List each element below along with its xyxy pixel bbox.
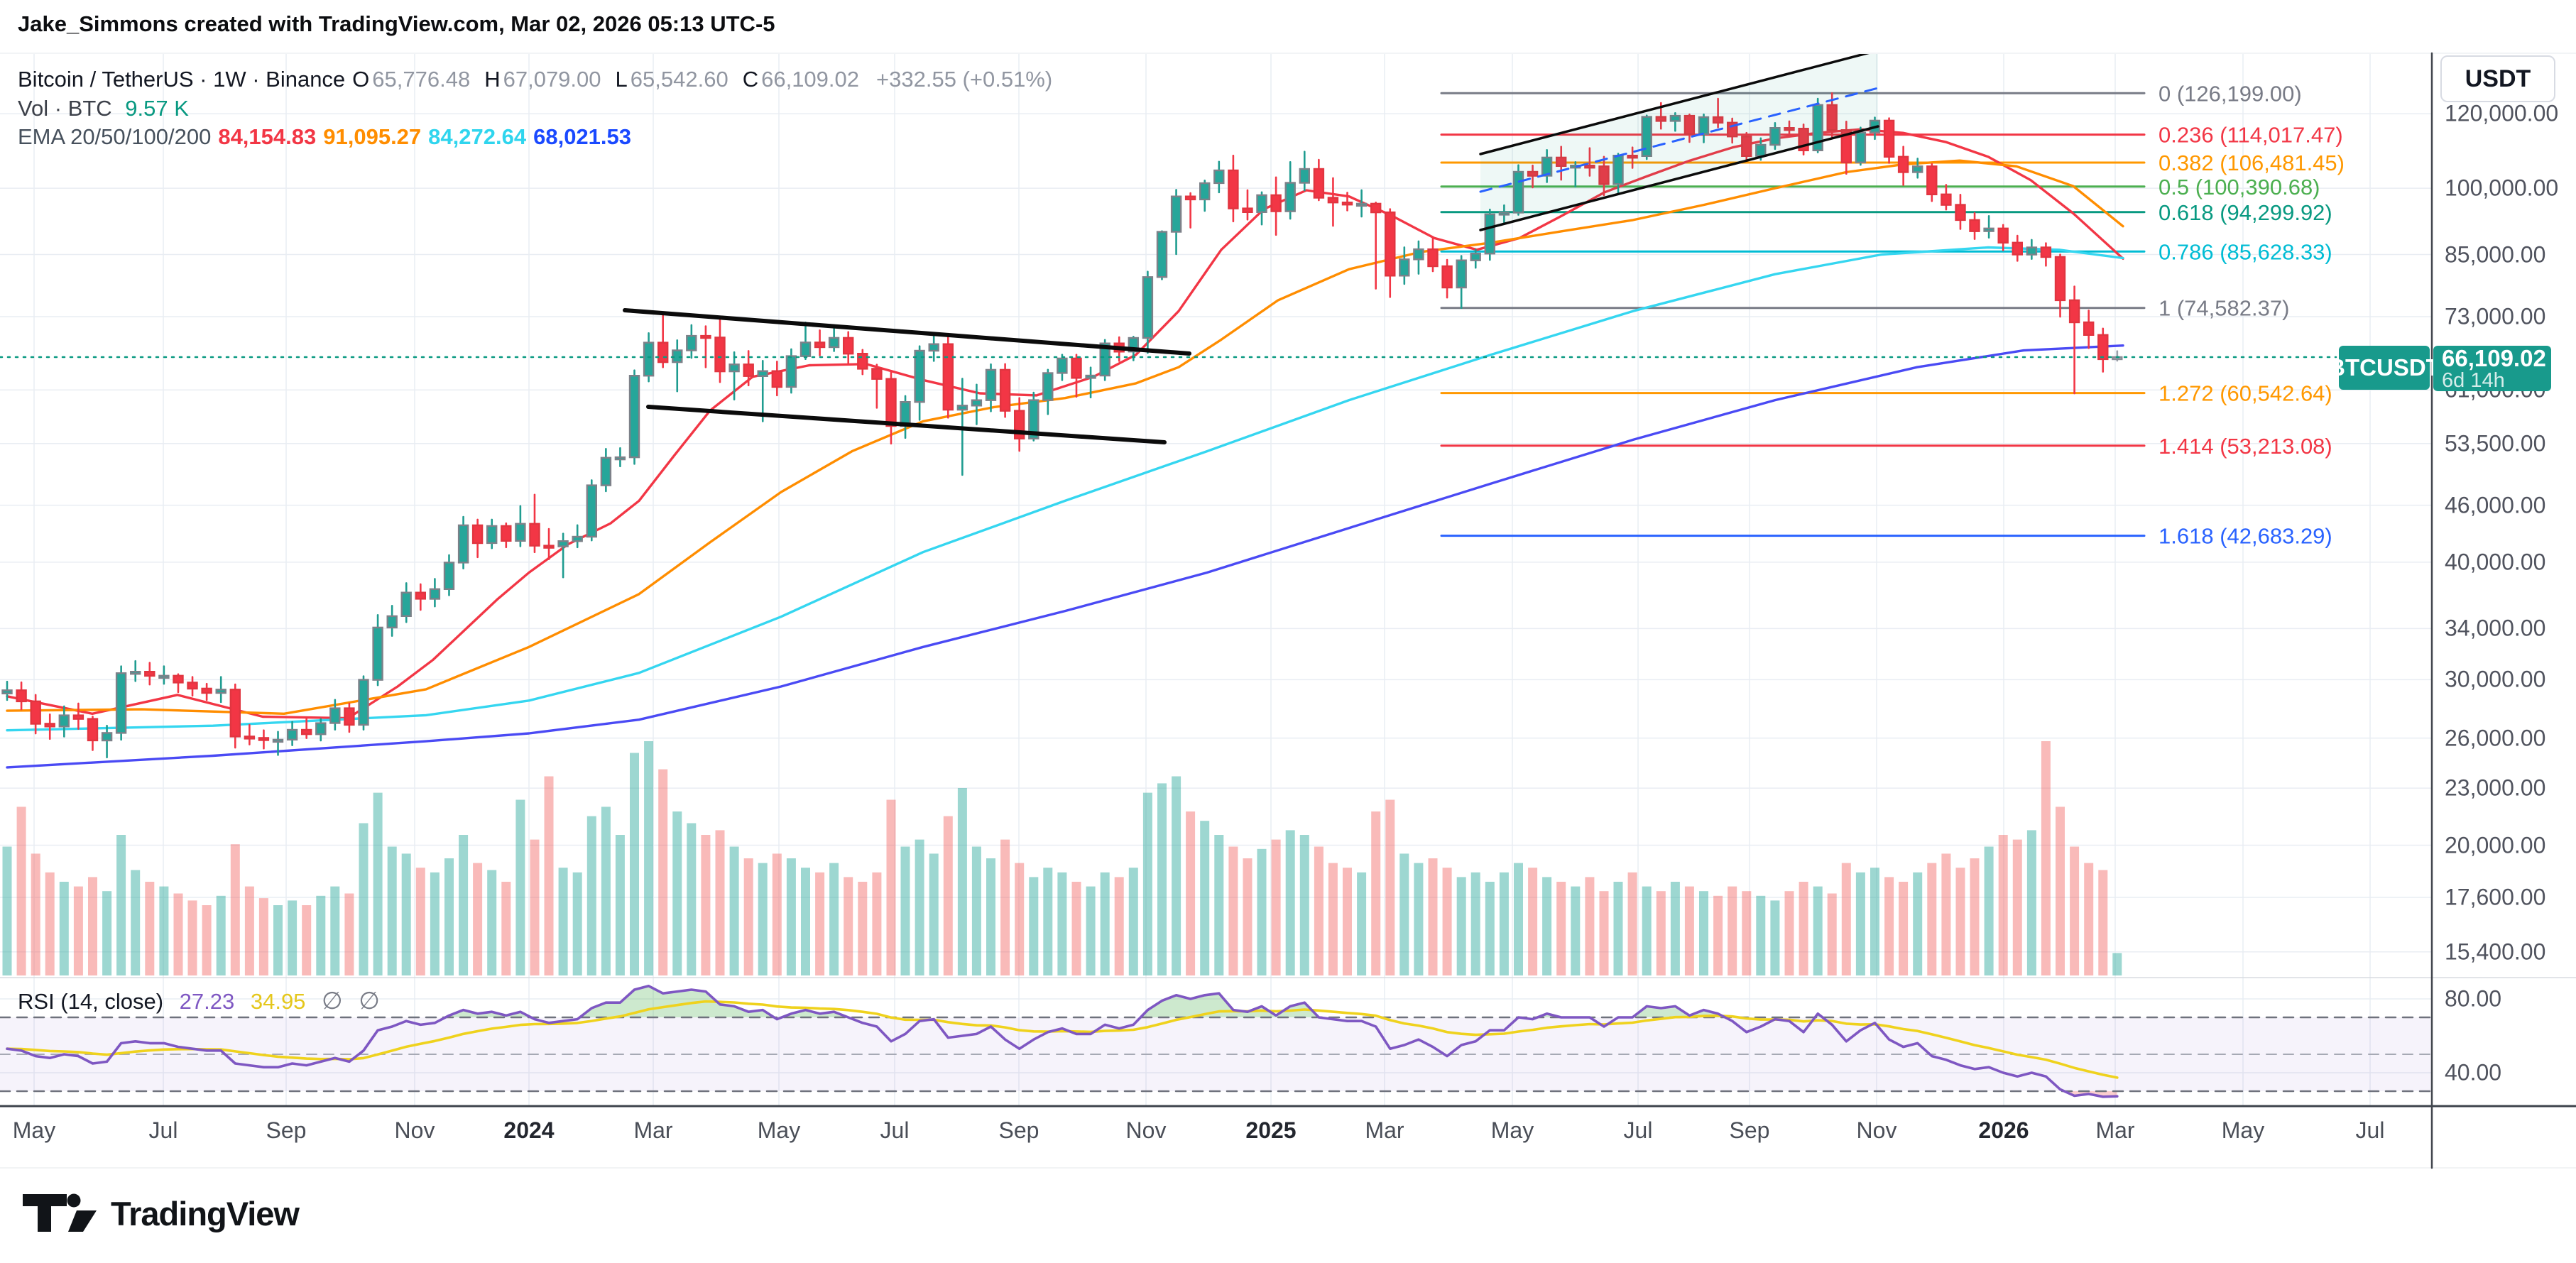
time-axis-label: May [12,1117,56,1143]
time-axis-label: Sep [266,1117,307,1143]
attribution-text: Jake_Simmons created with TradingView.co… [18,11,775,36]
rsi-hidden-icon[interactable]: ∅ [359,988,380,1015]
price-axis-label: 85,000.00 [2445,241,2546,267]
rsi-hidden-icon[interactable]: ∅ [322,988,343,1015]
fib-label: 1.414 (53,213.08) [2159,434,2332,459]
time-axis-label: Jul [1623,1117,1653,1143]
fib-label: 0.382 (106,481.45) [2159,151,2345,175]
current-price-badge[interactable]: 66,109.02 6d 14h [2433,346,2551,391]
symbol-title: Bitcoin / TetherUS · 1W · Binance [18,67,346,92]
price-axis-label: 46,000.00 [2445,492,2546,518]
currency-toggle-button[interactable]: USDT [2440,55,2555,102]
fib-label: 0.236 (114,017.47) [2159,123,2343,148]
time-axis-label: Mar [633,1117,673,1143]
fib-label: 1.618 (42,683.29) [2159,524,2332,549]
ema-legend[interactable]: EMA 20/50/100/200 84,154.83 91,095.27 84,27… [18,124,645,150]
fib-label: 1.272 (60,542.64) [2159,381,2332,406]
price-axis-label: 30,000.00 [2445,666,2546,692]
rsi-axis-label: 40.00 [2445,1059,2502,1086]
time-axis-label: May [1490,1117,1534,1143]
rsi-value: 27.23 [179,989,235,1014]
ohlc-item: C 66,109.02 [742,67,860,92]
rsi-axis-label: 80.00 [2445,985,2502,1012]
time-axis-label: Nov [1125,1117,1167,1143]
bar-countdown: 6d 14h [2442,368,2505,392]
ema-label: EMA 20/50/100/200 [18,124,212,149]
ohlc-item: H 67,079.00 [484,67,601,92]
rsi-ma-value: 34.95 [250,989,306,1014]
price-axis-label: 17,600.00 [2445,884,2546,910]
fib-label: 0.618 (94,299.92) [2159,200,2332,225]
price-axis-label: 26,000.00 [2445,725,2546,751]
plot-area: 0 (126,199.00) 0.236 (114,017.47) 0.382 (1… [0,54,2432,1106]
price-axis-label: 40,000.00 [2445,549,2546,575]
fib-label: 0.5 (100,390.68) [2159,175,2320,199]
time-axis-label: May [757,1117,801,1143]
symbol-legend[interactable]: Bitcoin / TetherUS · 1W · Binance O 65,776… [18,67,1059,92]
tradingview-footer[interactable]: TradingView [21,1193,300,1234]
time-axis-label: Mar [1365,1117,1404,1143]
fib-label: 0 (126,199.00) [2159,81,2302,106]
fib-label: 1 (74,582.37) [2159,296,2289,321]
ema-value: 91,095.27 [323,124,422,149]
time-axis-label: Jul [2355,1117,2385,1143]
change-value: +332.55 (+0.51%) [876,67,1053,92]
price-axis-label: 15,400.00 [2445,939,2546,965]
tradingview-logo-icon [23,1193,97,1232]
time-axis-label: Mar [2095,1117,2135,1143]
price-axis-label: 23,000.00 [2445,775,2546,801]
ohlc-item: O 65,776.48 [352,67,471,92]
time-axis-label: 2024 [503,1117,555,1143]
price-axis-label: 20,000.00 [2445,832,2546,858]
time-axis-label: Jul [148,1117,178,1143]
rsi-label: RSI (14, close) [18,989,164,1014]
time-axis-label: Jul [880,1117,910,1143]
time-axis-label: 2025 [1245,1117,1297,1143]
volume-label: Vol · BTC [18,96,112,121]
current-price-value: 66,109.02 [2442,344,2546,371]
symbol-price-flag[interactable]: BTCUSDT [2328,346,2440,390]
fib-label: 0.786 (85,628.33) [2159,239,2332,264]
price-axis-label: 120,000.00 [2445,100,2559,126]
price-axis-label: 34,000.00 [2445,615,2546,641]
time-axis-label: Nov [394,1117,435,1143]
price-axis-label: 100,000.00 [2445,175,2559,201]
rising-channel-fill [1480,54,1878,230]
time-axis-label: May [2221,1117,2265,1143]
ema-value: 68,021.53 [533,124,632,149]
price-axis-label: 73,000.00 [2445,303,2546,329]
time-axis-label: Nov [1856,1117,1897,1143]
time-axis-label: 2026 [1978,1117,2029,1143]
time-axis-label: Sep [1729,1117,1770,1143]
volume-value: 9.57 K [125,96,189,121]
volume-legend[interactable]: Vol · BTC 9.57 K [18,96,196,121]
time-axis-label: Sep [998,1117,1039,1143]
ema-value: 84,154.83 [218,124,317,149]
ohlc-item: L 65,542.60 [615,67,728,92]
ema-value: 84,272.64 [428,124,527,149]
rsi-legend[interactable]: RSI (14, close) 27.23 34.95 ∅ ∅ [18,987,390,1015]
price-axis-label: 53,500.00 [2445,430,2546,456]
tradingview-wordmark: TradingView [111,1194,300,1232]
